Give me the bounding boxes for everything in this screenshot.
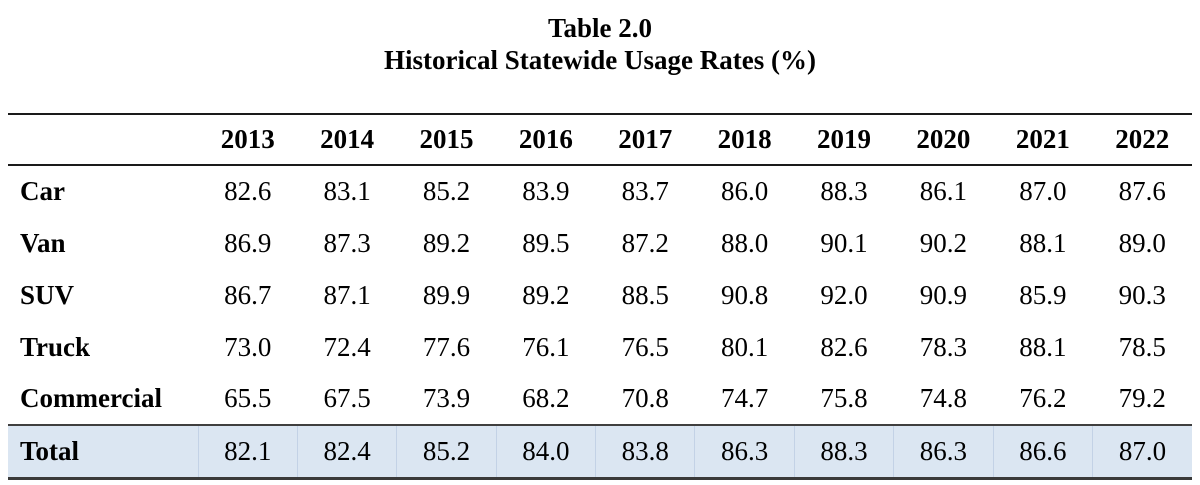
year-header: 2017 xyxy=(618,124,673,154)
table-row-car: Car 82.6 83.1 85.2 83.9 83.7 86.0 88.3 8… xyxy=(8,165,1192,217)
value-cell: 88.1 xyxy=(1019,331,1067,362)
value-cell: 86.7 xyxy=(224,279,272,310)
table-row-suv: SUV 86.7 87.1 89.9 89.2 88.5 90.8 92.0 9… xyxy=(8,269,1192,321)
value-cell: 74.8 xyxy=(919,383,968,413)
header-row: 2013 2014 2015 2016 2017 2018 2019 2020 … xyxy=(8,114,1192,165)
total-value-cell: 86.3 xyxy=(694,425,795,478)
value-cell: 78.3 xyxy=(919,331,968,362)
table-row-commercial: Commercial 65.5 67.5 73.9 68.2 70.8 74.7… xyxy=(8,373,1192,425)
value-cell: 85.9 xyxy=(1019,279,1067,310)
value-cell: 88.0 xyxy=(721,227,769,258)
total-value-cell: 82.1 xyxy=(197,425,298,478)
value-cell: 68.2 xyxy=(522,383,570,413)
value-cell: 88.1 xyxy=(1019,227,1067,258)
row-label: Van xyxy=(20,227,66,258)
year-header: 2019 xyxy=(817,124,872,154)
year-header: 2016 xyxy=(518,124,573,154)
value-cell: 82.6 xyxy=(820,331,868,362)
value-cell: 89.5 xyxy=(522,227,570,258)
row-label: Commercial xyxy=(20,383,162,413)
value-cell: 89.2 xyxy=(522,279,570,310)
value-cell: 82.6 xyxy=(224,176,272,206)
year-header: 2015 xyxy=(419,124,474,154)
value-cell: 90.3 xyxy=(1118,279,1166,310)
table-row-van: Van 86.9 87.3 89.2 89.5 87.2 88.0 90.1 9… xyxy=(8,217,1192,269)
value-cell: 65.5 xyxy=(224,383,272,413)
row-label: Car xyxy=(20,176,65,206)
value-cell: 90.2 xyxy=(919,227,968,258)
table-title-line2: Historical Statewide Usage Rates (%) xyxy=(384,45,816,75)
usage-rates-table: 2013 2014 2015 2016 2017 2018 2019 2020 … xyxy=(8,113,1192,480)
value-cell: 90.9 xyxy=(919,279,968,310)
year-header: 2021 xyxy=(1015,124,1070,154)
value-cell: 76.1 xyxy=(522,331,570,362)
value-cell: 92.0 xyxy=(820,279,868,310)
table-title-line1: Table 2.0 xyxy=(547,13,653,43)
value-cell: 86.0 xyxy=(721,176,769,206)
value-cell: 87.3 xyxy=(323,227,371,258)
value-cell: 74.7 xyxy=(721,383,769,413)
value-cell: 88.3 xyxy=(820,176,868,206)
value-cell: 89.0 xyxy=(1118,227,1166,258)
value-cell: 89.9 xyxy=(422,279,471,310)
value-cell: 85.2 xyxy=(422,176,471,206)
value-cell: 73.9 xyxy=(422,383,471,413)
year-header: 2018 xyxy=(717,124,772,154)
value-cell: 89.2 xyxy=(422,227,471,258)
value-cell: 79.2 xyxy=(1118,383,1166,413)
value-cell: 87.1 xyxy=(323,279,371,310)
year-header: 2014 xyxy=(320,124,375,154)
total-value-cell: 87.0 xyxy=(1092,425,1192,478)
year-header: 2020 xyxy=(916,124,971,154)
total-value-cell: 88.3 xyxy=(793,425,894,478)
table-row-truck: Truck 73.0 72.4 77.6 76.1 76.5 80.1 82.6… xyxy=(8,321,1192,373)
value-cell: 76.5 xyxy=(621,331,669,362)
value-cell: 87.6 xyxy=(1118,176,1166,206)
value-cell: 83.1 xyxy=(323,176,371,206)
value-cell: 70.8 xyxy=(621,383,669,413)
total-value-cell: 86.6 xyxy=(992,425,1093,478)
row-label-total: Total xyxy=(20,435,80,466)
year-header: 2022 xyxy=(1115,124,1170,154)
value-cell: 83.9 xyxy=(522,176,570,206)
table-title: Table 2.0 Historical Statewide Usage Rat… xyxy=(0,0,1200,76)
value-cell: 72.4 xyxy=(323,331,371,362)
year-header: 2013 xyxy=(220,124,275,154)
value-cell: 86.1 xyxy=(919,176,968,206)
value-cell: 76.2 xyxy=(1019,383,1067,413)
value-cell: 90.8 xyxy=(721,279,769,310)
total-value-cell: 85.2 xyxy=(396,425,497,478)
row-label: SUV xyxy=(20,279,75,310)
value-cell: 73.0 xyxy=(224,331,272,362)
value-cell: 87.2 xyxy=(621,227,669,258)
value-cell: 80.1 xyxy=(721,331,769,362)
value-cell: 75.8 xyxy=(820,383,868,413)
value-cell: 87.0 xyxy=(1019,176,1067,206)
total-value-cell: 86.3 xyxy=(893,425,994,478)
value-cell: 90.1 xyxy=(820,227,868,258)
value-cell: 78.5 xyxy=(1118,331,1166,362)
row-label: Truck xyxy=(20,331,91,362)
value-cell: 67.5 xyxy=(323,383,371,413)
value-cell: 77.6 xyxy=(422,331,471,362)
total-value-cell: 83.8 xyxy=(595,425,695,478)
value-cell: 86.9 xyxy=(224,227,272,258)
total-value-cell: 82.4 xyxy=(296,425,397,478)
total-value-cell: 84.0 xyxy=(495,425,596,478)
corner-cell xyxy=(8,114,198,165)
value-cell: 83.7 xyxy=(621,176,669,206)
value-cell: 88.5 xyxy=(621,279,669,310)
table-row-total: Total 82.1 82.4 85.2 84.0 83.8 86.3 88.3… xyxy=(8,425,1192,478)
